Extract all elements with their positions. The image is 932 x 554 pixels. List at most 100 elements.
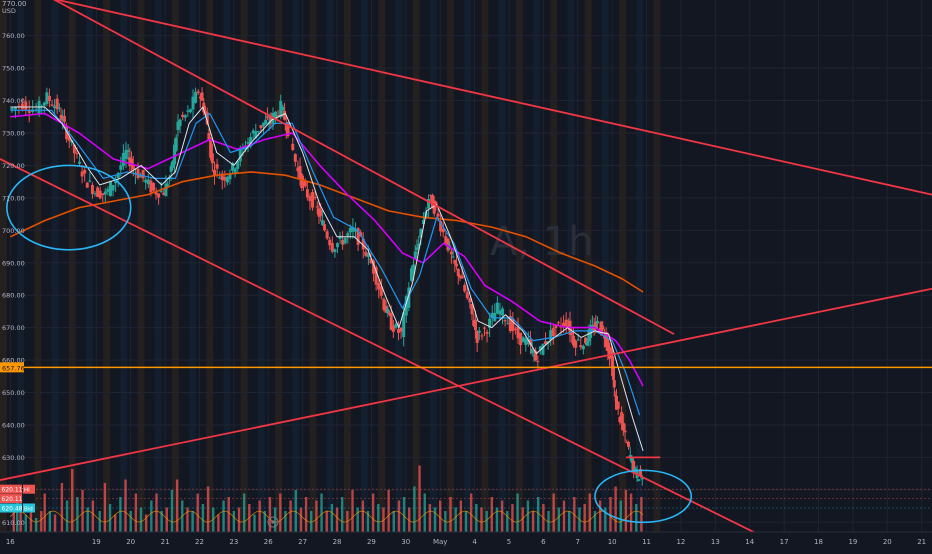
time-tick-label: 16 [6,538,15,546]
candle-body [427,199,431,209]
candle-body [276,115,280,117]
time-tick-label: 12 [676,538,685,546]
candle-body [233,168,237,175]
volume-bar [222,500,225,532]
candle-body [472,320,476,326]
candle-body [37,100,41,115]
candle-body [526,338,530,345]
time-tick-label: 11 [642,538,651,546]
candle-body [210,153,214,164]
session-band [343,0,351,532]
volume-bar [86,507,89,532]
candle-body [524,338,528,345]
volume-bar [129,511,132,532]
settings-button[interactable] [267,516,279,528]
candle-body [626,441,630,447]
candle-body [488,318,492,328]
candle-body [429,194,433,196]
candle-body [42,102,46,106]
time-tick-label: 14 [745,538,754,546]
circle-annotation[interactable] [594,469,693,524]
volume-bar [139,507,143,532]
volume-bar [640,497,643,532]
volume-bar [175,479,179,532]
candle-body [24,101,28,110]
session-band [309,0,317,532]
candle-body [83,169,87,174]
candle-body [473,319,477,331]
gear-icon[interactable] [267,516,279,528]
candle-body [300,174,304,188]
volume-bar [583,504,586,532]
volume-bar [98,511,101,532]
volume-bar [114,514,117,532]
trendline[interactable] [0,287,932,481]
candle-body [136,169,140,179]
price-tick-label: 750.00 [2,65,25,73]
candle-body [564,319,568,327]
candle-body [341,239,345,245]
price-tick-label: 730.00 [2,130,25,138]
candle-body [157,193,161,198]
candle-body [587,329,591,342]
volume-bar [242,493,246,532]
candle-body [223,177,227,181]
volume-bar [91,500,95,532]
moving-average-long [9,171,644,293]
candle-body [637,479,641,481]
candle-body [475,330,479,343]
circle-annotation[interactable] [6,164,132,251]
volume-bar [196,493,199,532]
session-band [223,0,231,532]
volume-bar [19,511,22,532]
time-axis-background [0,532,932,550]
time-tick-label: 21 [917,538,926,546]
candle-body [436,213,440,217]
candle-body [164,183,168,197]
candle-body [249,137,253,147]
candle-body [130,158,134,167]
gear-icon-center [271,520,275,524]
volume-bar [330,504,334,532]
volume-bar [29,504,33,532]
volume-bar [340,497,344,532]
session-band [653,0,661,532]
candle-body [101,193,105,195]
candle-body [333,249,337,253]
volume-bar [428,504,432,532]
candle-body [149,180,153,193]
session-band [34,0,42,532]
horizontal-level[interactable]: 657.76 [0,362,932,373]
candle-body [444,236,448,244]
candle-body [274,111,278,119]
candle-body [419,229,423,238]
candle-body [13,106,17,110]
session-band [275,0,283,532]
volume-bar [423,493,426,532]
candle-body [181,114,185,117]
price-tick-label: 630.00 [2,454,25,462]
candle-body [412,264,416,274]
price-badge-note: Bid [24,506,33,512]
candle-body [311,192,315,208]
trendline[interactable] [31,0,675,335]
session-band [171,0,179,532]
candle-body [315,206,319,208]
circle-annotations[interactable] [6,164,693,524]
trendline[interactable] [0,0,932,196]
volume-bar [629,493,633,532]
time-axis[interactable]: 16 19 20 21 22 23 26 27 28 29 30 May 4 5 6 7 10 11 12 13 14 1… [0,531,932,550]
candle-body [283,110,287,120]
volume-bar [186,507,189,532]
volume-bar [475,504,478,532]
volume-moving-average [10,510,644,523]
candle-body [506,323,510,325]
candle-body [265,116,269,118]
volume-bar [294,490,297,532]
candle-body [218,177,222,179]
candle-body [618,416,622,423]
volume-bar [108,504,112,532]
time-tick-label: 23 [229,538,238,546]
